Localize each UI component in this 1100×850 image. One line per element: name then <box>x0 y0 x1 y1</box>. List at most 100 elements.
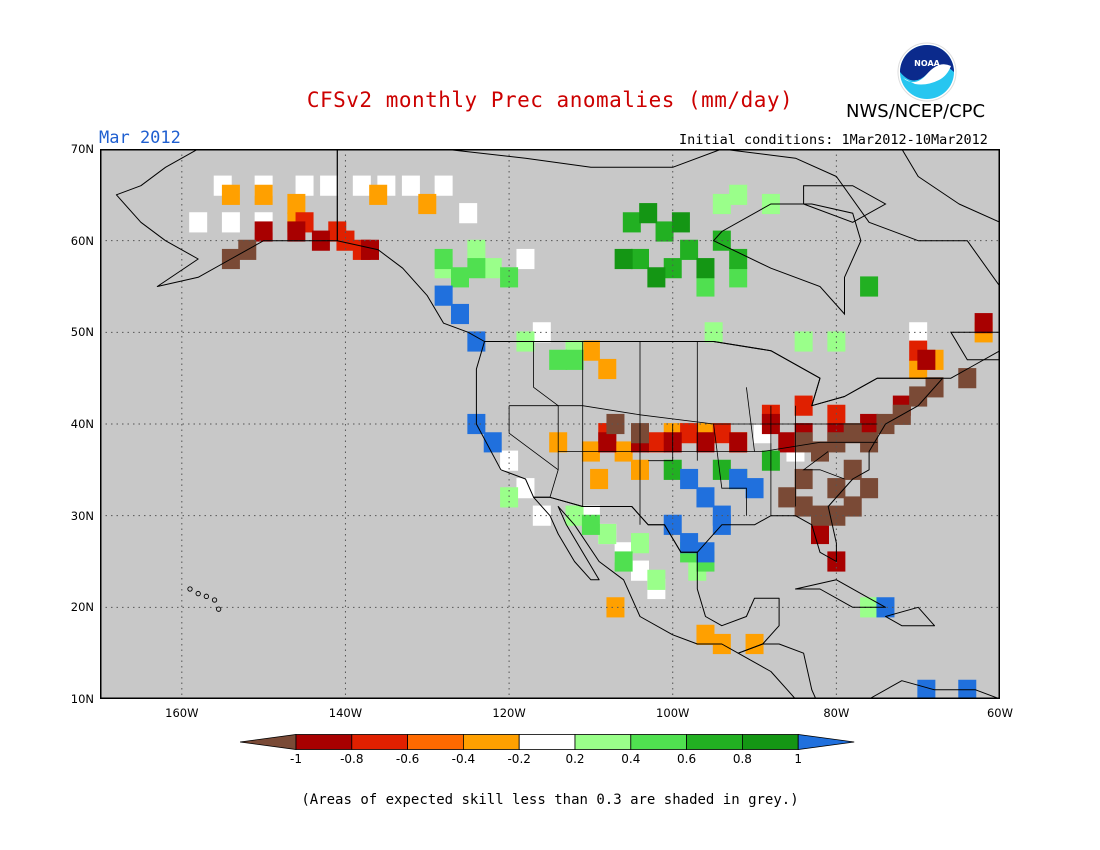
anomaly-cell <box>696 276 715 297</box>
anomaly-cell <box>671 212 690 233</box>
coastline-gulf_st_lawrence <box>950 331 1000 361</box>
anomaly-cell <box>401 175 420 196</box>
colorbar-segment <box>407 734 464 750</box>
anomaly-cell <box>483 258 502 279</box>
anomaly-cell <box>287 193 306 215</box>
state-border <box>713 423 747 516</box>
anomaly-cell <box>794 395 813 416</box>
colorbar-label: -0.8 <box>340 752 364 766</box>
hawaii-island <box>203 593 210 599</box>
anomaly-cell <box>811 441 829 462</box>
anomaly-cell <box>221 184 240 205</box>
anomaly-cell <box>622 212 641 233</box>
anomaly-cell <box>680 468 699 490</box>
organization-label: NWS/NCEP/CPC <box>846 101 986 122</box>
anomaly-cell <box>704 322 723 343</box>
colorbar-label: -0.6 <box>395 752 420 766</box>
state-border <box>746 387 755 452</box>
anomaly-cell <box>663 258 682 279</box>
anomaly-cell <box>729 267 748 288</box>
coastline-greenland <box>901 149 1000 223</box>
anomaly-cell <box>712 423 731 444</box>
anomaly-cell <box>295 175 314 196</box>
coastlines <box>115 149 1000 699</box>
latitude-label: 10N <box>70 692 94 706</box>
anomaly-cell <box>860 276 879 297</box>
anomaly-cell <box>614 248 633 270</box>
anomaly-cell <box>549 349 568 370</box>
anomaly-cell <box>860 478 879 499</box>
colorbar-label: 0.8 <box>732 752 752 766</box>
colorbar-segment <box>295 734 353 750</box>
anomaly-cell <box>532 322 551 343</box>
longitude-label: 80W <box>823 706 850 720</box>
latitude-label: 70N <box>70 142 94 156</box>
colorbar <box>240 734 855 750</box>
anomaly-cell <box>254 184 273 205</box>
anomaly-cell <box>712 459 731 480</box>
anomaly-cell <box>680 239 699 260</box>
anomaly-cell <box>712 193 731 215</box>
anomaly-cell <box>483 432 502 453</box>
latitude-label: 60N <box>70 233 94 248</box>
anomaly-cell <box>843 459 862 480</box>
anomaly-cell <box>794 468 813 490</box>
anomaly-cell <box>500 487 519 508</box>
colorbar-segment <box>630 734 687 750</box>
anomaly-cells <box>189 175 993 699</box>
anomaly-cell <box>500 267 519 288</box>
anomaly-cell <box>581 340 600 361</box>
coastline-central_america <box>737 643 817 699</box>
initial-conditions: Initial conditions: 1Mar2012-10Mar2012 <box>679 132 988 148</box>
anomaly-cell <box>729 468 748 490</box>
anomaly-cell <box>361 239 379 260</box>
anomaly-cell <box>917 679 936 699</box>
anomaly-cell <box>336 230 355 251</box>
anomaly-cell <box>606 413 625 435</box>
latitude-label: 30N <box>70 508 94 523</box>
chart-title: CFSv2 monthly Prec anomalies (mm/day) <box>306 88 794 112</box>
anomaly-cell <box>917 349 936 370</box>
anomaly-cell <box>500 450 519 471</box>
longitude-label: 160W <box>165 706 199 720</box>
anomaly-cell <box>729 432 748 453</box>
anomaly-cell <box>631 560 649 581</box>
colorbar-segment <box>518 734 576 750</box>
longitude-label: 60W <box>986 706 1014 720</box>
anomaly-cell <box>606 597 625 618</box>
anomaly-cell <box>794 496 813 517</box>
anomaly-cell <box>958 368 977 389</box>
colorbar-label: -0.4 <box>451 752 476 766</box>
hawaii-island <box>211 597 218 603</box>
anomaly-cell <box>467 258 486 279</box>
anomaly-cell <box>451 267 469 288</box>
anomaly-cell <box>843 423 862 444</box>
anomaly-cell <box>434 248 453 270</box>
anomaly-cell <box>418 193 437 215</box>
colorbar-segment <box>797 734 855 750</box>
anomaly-cell <box>590 468 609 490</box>
anomaly-cell <box>745 478 764 499</box>
anomaly-cell <box>516 248 535 270</box>
anomaly-cell <box>827 404 846 425</box>
anomaly-cell <box>287 221 306 242</box>
colorbar-label: -1 <box>290 752 302 766</box>
anomaly-cell <box>696 624 715 645</box>
hawaii-island <box>215 606 222 612</box>
anomaly-cell <box>467 239 486 260</box>
anomaly-cell <box>532 505 551 526</box>
anomaly-cell <box>434 285 453 306</box>
anomaly-cell <box>696 487 715 508</box>
anomaly-cell <box>729 184 748 205</box>
anomaly-cell <box>631 533 649 554</box>
anomaly-cell <box>794 331 813 352</box>
anomaly-cell <box>639 203 658 224</box>
colorbar-label: 0.2 <box>565 752 585 766</box>
anomaly-cell <box>909 322 928 343</box>
colorbar-segment <box>686 734 743 750</box>
anomaly-cell <box>352 175 371 196</box>
state-border <box>648 424 674 462</box>
anomaly-cell <box>680 423 699 444</box>
hawaii-island <box>187 586 193 592</box>
anomaly-cell <box>778 432 797 453</box>
